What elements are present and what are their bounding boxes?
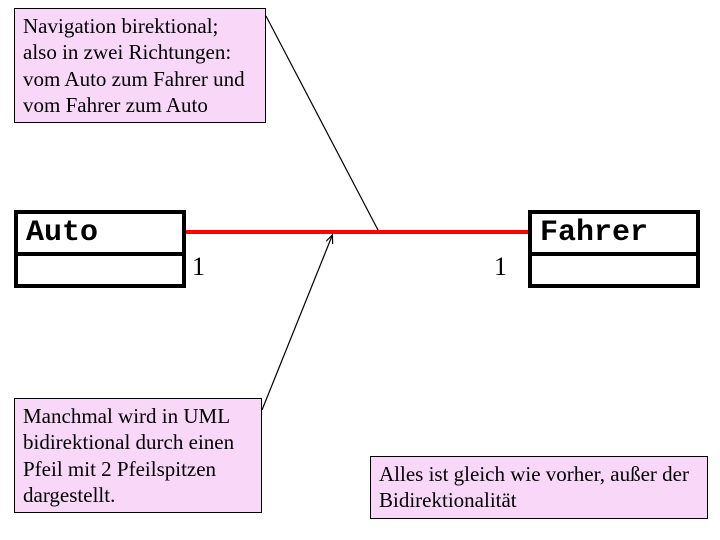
- multiplicity-right: 1: [494, 252, 507, 282]
- multiplicity-left: 1: [192, 252, 205, 282]
- uml-class-auto: Auto: [14, 210, 186, 288]
- note-bottom-left-text: Manchmal wird in UML bidirektional durch…: [23, 404, 234, 507]
- note-top: Navigation birektional; also in zwei Ric…: [14, 8, 266, 123]
- note-bottom-left: Manchmal wird in UML bidirektional durch…: [14, 398, 262, 513]
- uml-class-fahrer-name: Fahrer: [532, 214, 696, 256]
- uml-class-auto-body: [18, 256, 182, 284]
- association-line: [186, 230, 528, 234]
- pointer-top-to-assoc: [266, 16, 378, 230]
- uml-class-fahrer: Fahrer: [528, 210, 700, 288]
- note-bottom-right-text: Alles ist gleich wie vorher, außer der B…: [379, 462, 689, 512]
- uml-class-fahrer-body: [532, 256, 696, 284]
- note-bottom-right: Alles ist gleich wie vorher, außer der B…: [370, 456, 708, 519]
- note-top-text: Navigation birektional; also in zwei Ric…: [23, 14, 245, 117]
- uml-class-auto-name: Auto: [18, 214, 182, 256]
- pointer-bl-to-assoc: [262, 236, 332, 410]
